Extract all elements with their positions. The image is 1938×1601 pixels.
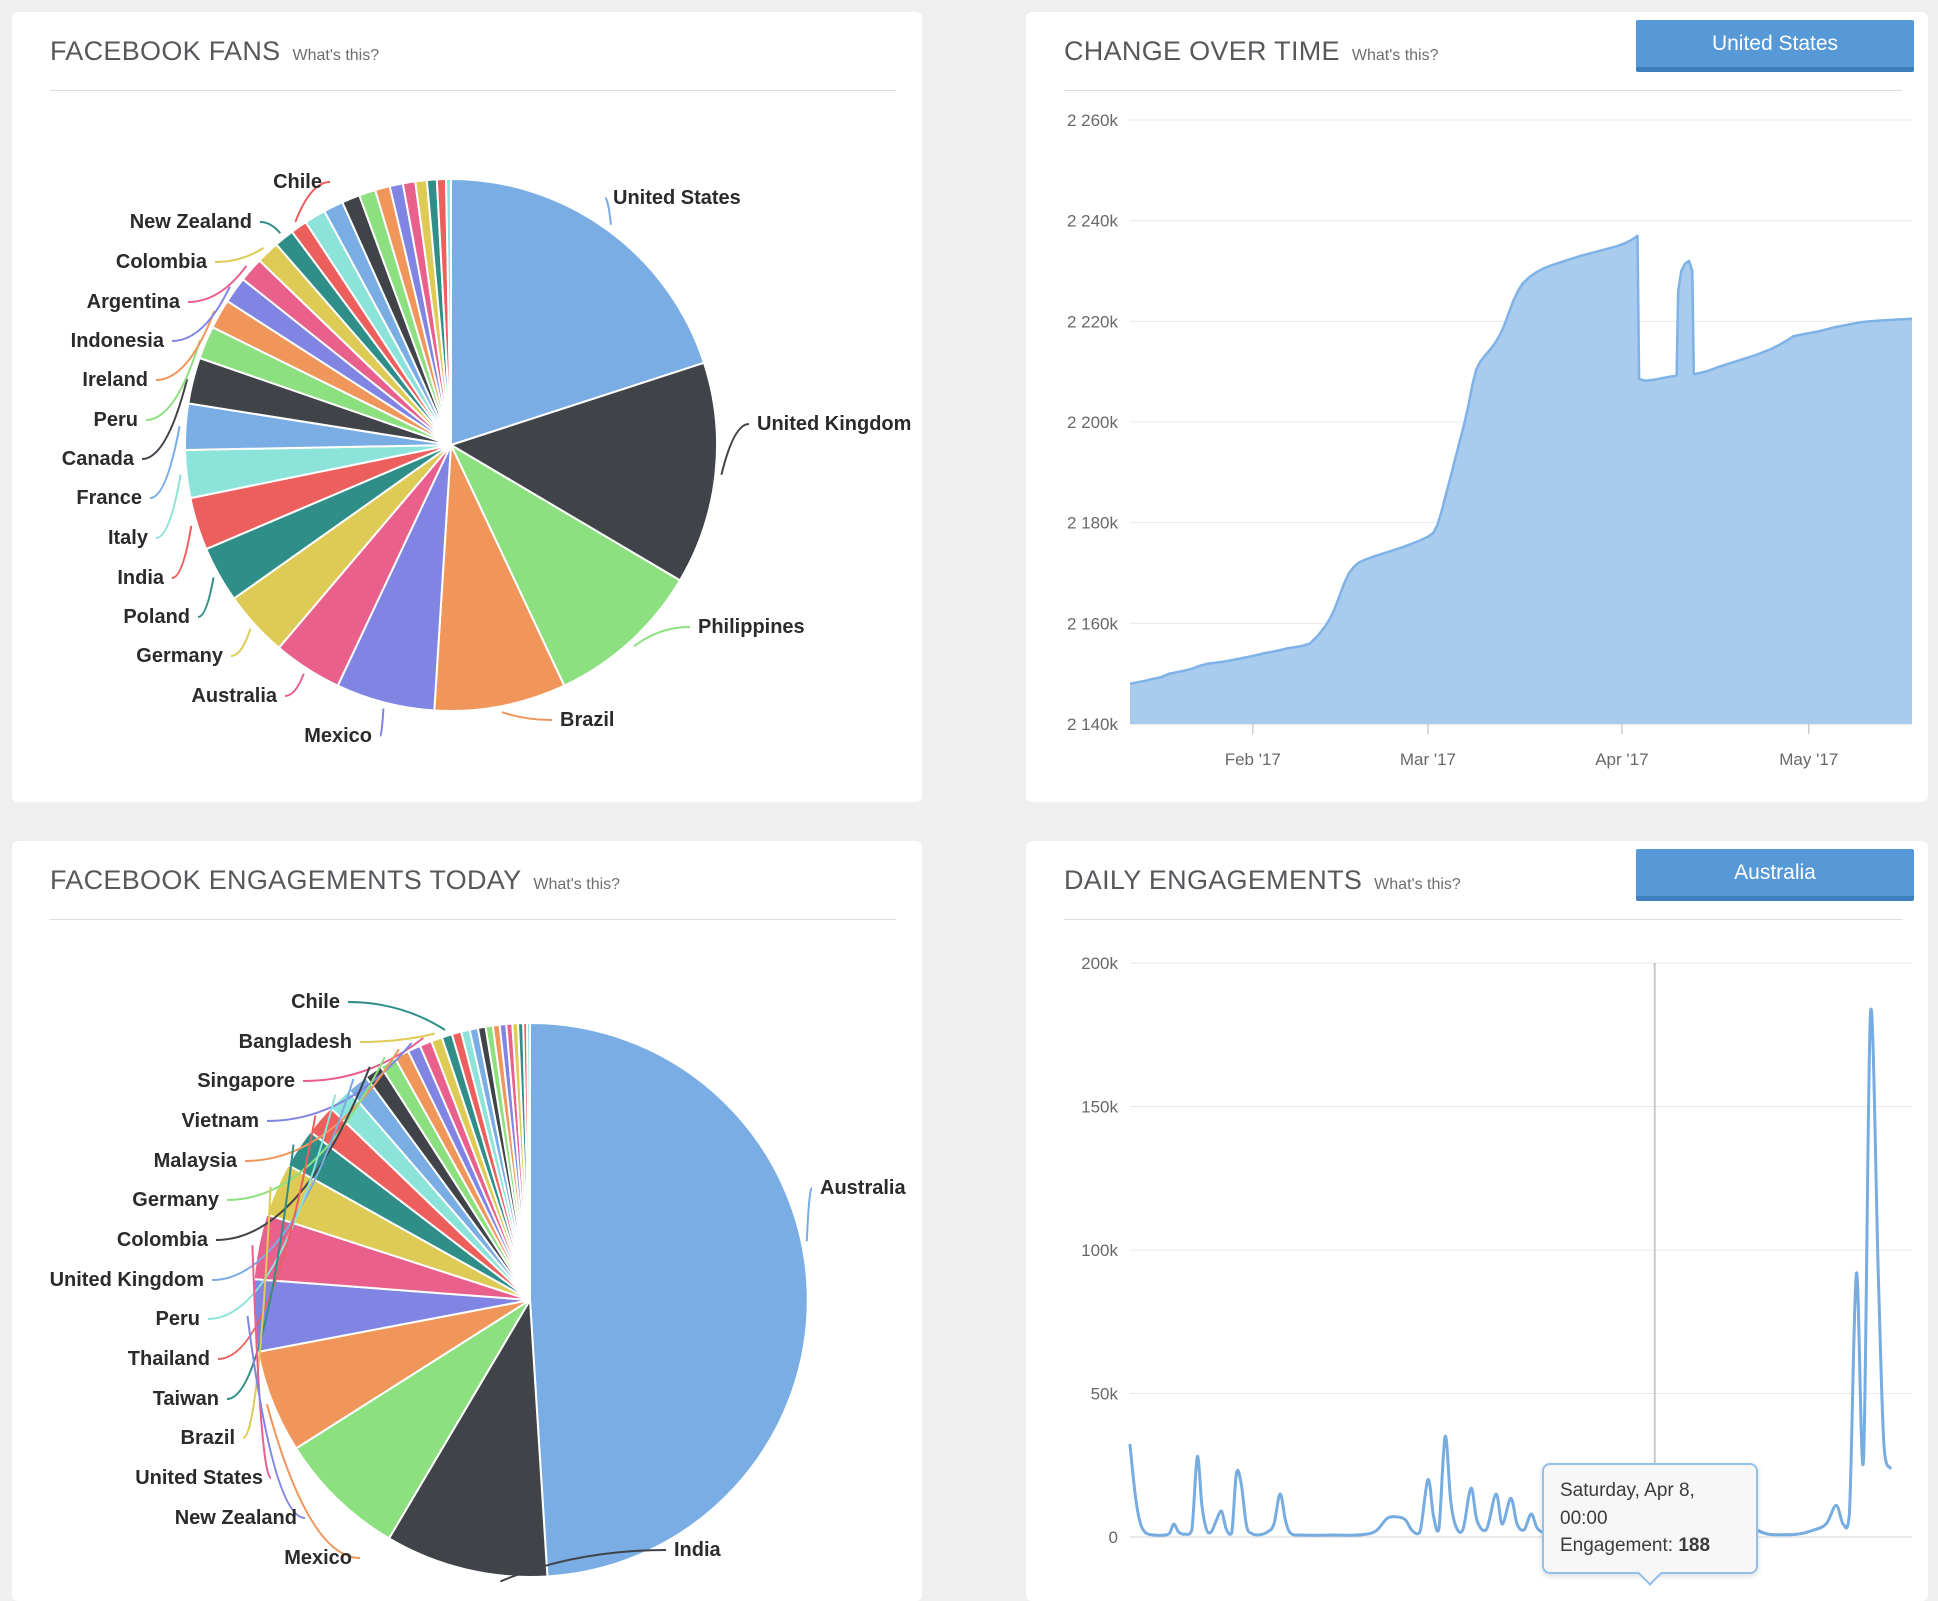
svg-text:Australia: Australia	[820, 1177, 906, 1199]
svg-text:2 200k: 2 200k	[1067, 413, 1119, 432]
svg-text:United Kingdom: United Kingdom	[50, 1269, 204, 1291]
svg-text:50k: 50k	[1091, 1385, 1119, 1404]
svg-text:Bangladesh: Bangladesh	[239, 1031, 352, 1053]
svg-text:India: India	[117, 567, 165, 589]
page-title: CHANGE OVER TIME	[1064, 36, 1340, 66]
divider	[50, 90, 896, 91]
svg-text:150k: 150k	[1081, 1098, 1118, 1117]
svg-text:India: India	[674, 1539, 722, 1561]
svg-text:2 260k: 2 260k	[1067, 111, 1119, 130]
social-analytics-dashboard: FACEBOOK FANS What's this? United States…	[0, 0, 1938, 1562]
svg-text:2 220k: 2 220k	[1067, 312, 1119, 331]
svg-text:May '17: May '17	[1779, 750, 1838, 769]
svg-text:Chile: Chile	[291, 991, 340, 1013]
daily-engagements-line-chart[interactable]: 200k 150k 100k 50k 0	[1026, 841, 1928, 1601]
country-selector-button[interactable]: Australia	[1636, 849, 1914, 901]
panel-header: DAILY ENGAGEMENTS What's this?	[1064, 865, 1890, 896]
svg-text:200k: 200k	[1081, 954, 1118, 973]
whats-this-link[interactable]: What's this?	[1351, 47, 1439, 64]
svg-text:United States: United States	[135, 1467, 263, 1489]
svg-text:Vietnam: Vietnam	[182, 1110, 259, 1132]
svg-text:Poland: Poland	[123, 606, 190, 628]
svg-text:Thailand: Thailand	[128, 1348, 210, 1370]
panel-daily-engagements: DAILY ENGAGEMENTS What's this? Australia…	[1026, 841, 1928, 1601]
whats-this-link[interactable]: What's this?	[533, 876, 621, 893]
svg-text:Australia: Australia	[191, 685, 277, 707]
svg-text:Peru: Peru	[94, 409, 138, 431]
svg-text:2 140k: 2 140k	[1067, 715, 1119, 734]
divider	[50, 919, 896, 920]
svg-text:Apr '17: Apr '17	[1595, 750, 1648, 769]
country-selector-button[interactable]: United States	[1636, 20, 1914, 72]
divider	[1064, 919, 1902, 920]
panel-engagements-today: FACEBOOK ENGAGEMENTS TODAY What's this? …	[12, 841, 922, 1601]
page-title: DAILY ENGAGEMENTS	[1064, 865, 1363, 895]
svg-text:100k: 100k	[1081, 1241, 1118, 1260]
svg-text:Colombia: Colombia	[116, 251, 208, 273]
svg-text:Canada: Canada	[62, 448, 135, 470]
svg-text:United Kingdom: United Kingdom	[757, 413, 911, 435]
panel-header: CHANGE OVER TIME What's this?	[1064, 36, 1890, 67]
svg-text:Taiwan: Taiwan	[153, 1388, 219, 1410]
svg-text:Mexico: Mexico	[284, 1547, 352, 1569]
panel-header: FACEBOOK ENGAGEMENTS TODAY What's this?	[50, 865, 884, 896]
svg-text:2 160k: 2 160k	[1067, 614, 1119, 633]
svg-text:2 240k: 2 240k	[1067, 212, 1119, 231]
svg-text:France: France	[76, 487, 142, 509]
svg-text:Brazil: Brazil	[181, 1427, 235, 1449]
svg-text:New Zealand: New Zealand	[175, 1507, 297, 1529]
svg-text:Italy: Italy	[108, 527, 149, 549]
svg-text:Chile: Chile	[273, 171, 322, 193]
svg-text:Indonesia: Indonesia	[71, 330, 165, 352]
svg-text:Germany: Germany	[132, 1189, 220, 1211]
page-title: FACEBOOK FANS	[50, 36, 281, 66]
panel-header: FACEBOOK FANS What's this?	[50, 36, 884, 67]
change-over-time-area-chart[interactable]: 2 260k 2 240k 2 220k 2 200k 2 180k 2 160k 2 14…	[1026, 12, 1928, 802]
svg-text:0: 0	[1109, 1528, 1118, 1547]
svg-text:United States: United States	[613, 187, 741, 209]
svg-text:2 180k: 2 180k	[1067, 514, 1119, 533]
svg-text:Colombia: Colombia	[117, 1229, 209, 1251]
whats-this-link[interactable]: What's this?	[1374, 876, 1461, 893]
svg-text:Mar '17: Mar '17	[1400, 750, 1456, 769]
engagements-today-pie-chart[interactable]: Australia India Chile Bangladesh Singapore Vi…	[12, 841, 922, 1601]
svg-text:Mexico: Mexico	[304, 725, 372, 747]
page-title: FACEBOOK ENGAGEMENTS TODAY	[50, 865, 522, 895]
svg-text:Singapore: Singapore	[197, 1070, 295, 1092]
svg-text:Philippines: Philippines	[698, 616, 805, 638]
facebook-fans-pie-chart[interactable]: United States United Kingdom Philippines Br…	[12, 12, 922, 802]
svg-text:Feb '17: Feb '17	[1225, 750, 1281, 769]
svg-text:Ireland: Ireland	[82, 369, 148, 391]
whats-this-link[interactable]: What's this?	[292, 47, 380, 64]
panel-change-over-time: CHANGE OVER TIME What's this? United Sta…	[1026, 12, 1928, 802]
divider	[1064, 90, 1902, 91]
svg-text:Peru: Peru	[156, 1308, 200, 1330]
svg-text:Germany: Germany	[136, 645, 224, 667]
svg-text:Argentina: Argentina	[87, 291, 181, 313]
svg-text:Brazil: Brazil	[560, 709, 614, 731]
panel-facebook-fans: FACEBOOK FANS What's this? United States…	[12, 12, 922, 802]
svg-text:Malaysia: Malaysia	[154, 1150, 238, 1172]
svg-text:New Zealand: New Zealand	[130, 211, 252, 233]
